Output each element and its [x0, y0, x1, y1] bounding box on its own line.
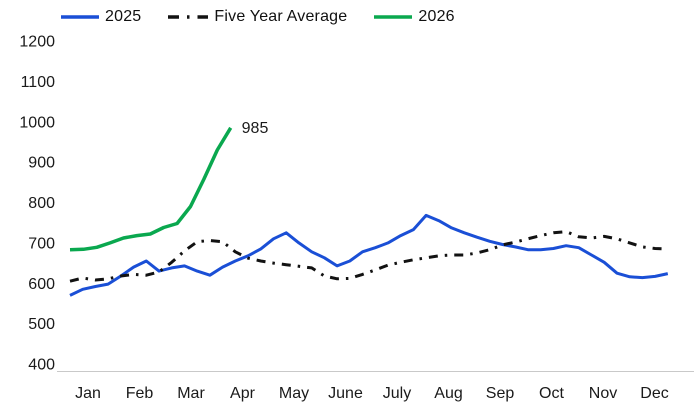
legend-label-2025: 2025: [105, 8, 142, 25]
legend-line-2026: [374, 15, 413, 19]
legend-label-five-year-average: Five Year Average: [214, 8, 348, 25]
legend-line-five-year-average: [168, 15, 209, 19]
x-tick-label: Nov: [589, 385, 617, 402]
y-tick-label: 600: [28, 276, 55, 293]
x-tick-label: May: [279, 385, 309, 402]
y-tick-label: 400: [28, 357, 55, 374]
x-tick-label: Oct: [539, 385, 564, 402]
x-tick-label: Feb: [126, 385, 154, 402]
y-tick-label: 700: [28, 235, 55, 252]
x-tick-label: July: [383, 385, 411, 402]
x-tick-label: Dec: [640, 385, 668, 402]
y-tick-label: 1100: [21, 74, 56, 91]
chart-legend: 2025 Five Year Average 2026: [60, 8, 455, 26]
series-end-label: 985: [242, 120, 269, 137]
x-tick-label: Aug: [434, 385, 462, 402]
x-tick-label: Mar: [177, 385, 205, 402]
y-tick-label: 1200: [19, 34, 55, 51]
x-tick-label: June: [328, 385, 363, 402]
x-tick-label: Apr: [230, 385, 256, 402]
series-line-five-year-average: [69, 230, 668, 283]
legend-item-2025[interactable]: 2025: [60, 8, 141, 26]
legend-line-2025: [61, 15, 99, 19]
series-line-2025: [69, 213, 669, 297]
y-tick-label: 800: [28, 195, 55, 212]
series-line-2026: [69, 126, 233, 252]
y-tick-label: 900: [28, 155, 55, 172]
y-tick-label: 500: [28, 316, 55, 333]
legend-item-five-year-average[interactable]: Five Year Average: [167, 8, 347, 26]
legend-label-2026: 2026: [418, 8, 455, 25]
x-tick-label: Jan: [75, 385, 101, 402]
legend-item-2026[interactable]: 2026: [373, 8, 455, 26]
y-tick-label: 1000: [19, 114, 55, 131]
x-tick-label: Sep: [486, 385, 515, 402]
